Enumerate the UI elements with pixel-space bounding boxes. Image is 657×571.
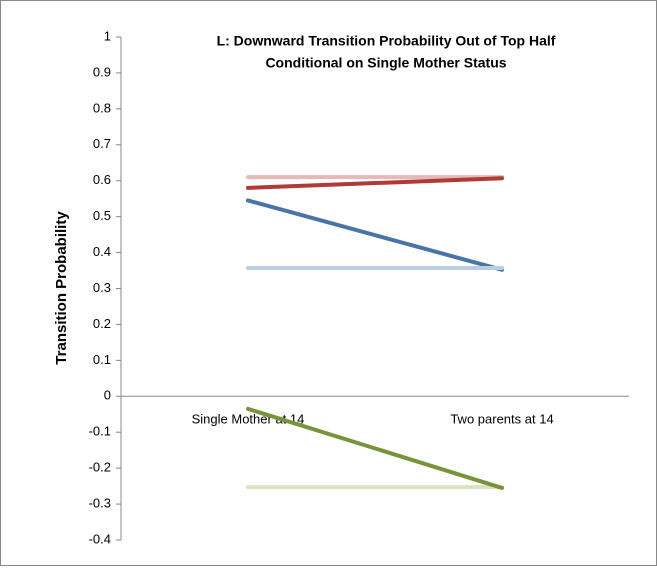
- y-tick-label: 0.3: [93, 280, 111, 295]
- y-tick-label: 0.9: [93, 64, 111, 79]
- y-tick-label: -0.1: [89, 424, 111, 439]
- y-tick-label: 0.6: [93, 172, 111, 187]
- y-tick-label: 0.1: [93, 352, 111, 367]
- y-tick-label: -0.2: [89, 460, 111, 475]
- series-line: [246, 406, 504, 490]
- x-tick-label: Single Mother at 14: [192, 412, 305, 427]
- series-line: [246, 198, 504, 272]
- x-tick-label: Two parents at 14: [450, 412, 553, 427]
- chart-title: L: Downward Transition Probability Out o…: [217, 33, 556, 49]
- y-tick-label: 0.5: [93, 208, 111, 223]
- y-tick-label: 0: [104, 388, 111, 403]
- y-tick-label: 0.8: [93, 100, 111, 115]
- y-tick-label: 0.4: [93, 244, 111, 259]
- y-tick-label: 0.2: [93, 316, 111, 331]
- series-line: [246, 176, 504, 190]
- y-axis-label: Transition Probability: [53, 211, 70, 365]
- y-tick-label: -0.4: [89, 531, 111, 546]
- chart-title: Conditional on Single Mother Status: [265, 55, 506, 71]
- y-tick-label: 1: [104, 28, 111, 43]
- y-tick-label: -0.3: [89, 496, 111, 511]
- y-tick-label: 0.7: [93, 136, 111, 151]
